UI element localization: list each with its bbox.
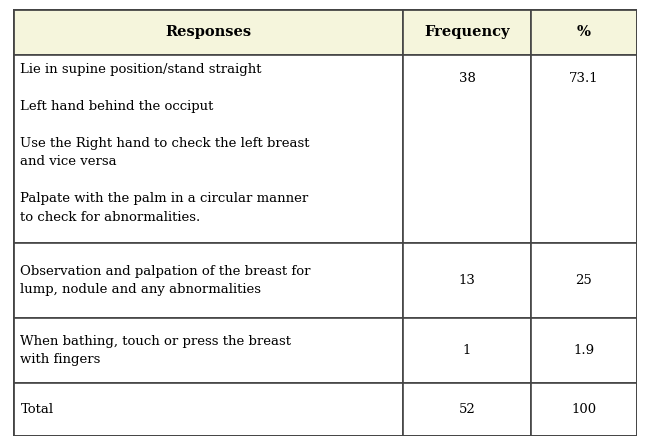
- Text: 1.9: 1.9: [573, 344, 595, 357]
- Text: Observation and palpation of the breast for
lump, nodule and any abnormalities: Observation and palpation of the breast …: [21, 265, 311, 296]
- Text: 13: 13: [458, 274, 475, 287]
- Text: 38: 38: [458, 72, 475, 85]
- Text: 1: 1: [463, 344, 471, 357]
- Text: 73.1: 73.1: [569, 72, 599, 85]
- Bar: [403, 318, 531, 383]
- Text: Lie in supine position/stand straight

Left hand behind the occiput

Use the Rig: Lie in supine position/stand straight Le…: [21, 63, 310, 224]
- Bar: [531, 9, 637, 55]
- Bar: [403, 383, 531, 436]
- Bar: [403, 55, 531, 243]
- Bar: [531, 318, 637, 383]
- Bar: [531, 243, 637, 318]
- Text: %: %: [577, 25, 591, 39]
- Bar: [13, 318, 403, 383]
- Text: 52: 52: [459, 403, 475, 416]
- Text: Total: Total: [21, 403, 53, 416]
- Bar: [403, 243, 531, 318]
- Bar: [13, 55, 403, 243]
- Text: 100: 100: [571, 403, 597, 416]
- Text: Responses: Responses: [165, 25, 251, 39]
- Bar: [403, 9, 531, 55]
- Bar: [13, 383, 403, 436]
- Bar: [531, 55, 637, 243]
- Bar: [531, 383, 637, 436]
- Text: 25: 25: [576, 274, 592, 287]
- Text: Frequency: Frequency: [424, 25, 510, 39]
- Bar: [13, 9, 403, 55]
- Bar: [13, 243, 403, 318]
- Text: When bathing, touch or press the breast
with fingers: When bathing, touch or press the breast …: [21, 335, 291, 366]
